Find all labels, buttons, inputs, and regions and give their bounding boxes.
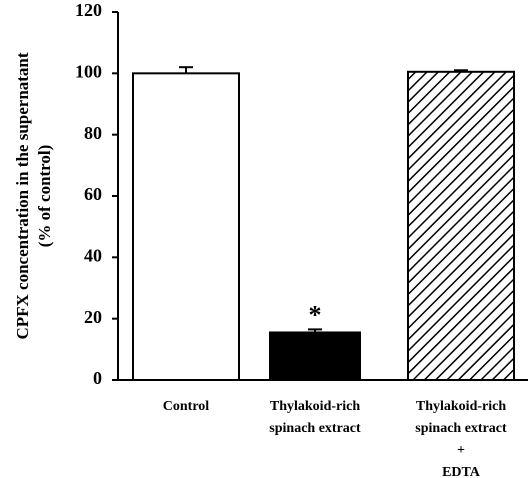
y-axis-label-line: CPFX concentration in the supernatant [13,52,32,339]
y-axis-label: CPFX concentration in the supernatant (% … [13,52,54,339]
bar [269,331,361,382]
y-tick-label: 100 [75,61,102,81]
y-tick-label: 60 [84,184,102,204]
x-tick-label: Control [163,399,210,414]
y-axis-label-line: (% of control) [35,145,54,248]
x-tick-label: Thylakoid-rich [416,399,506,414]
y-tick-label: 80 [84,123,102,143]
significance-label: * [309,300,322,329]
bar [407,70,515,382]
x-tick-label: Thylakoid-rich [270,399,360,414]
y-tick-label: 20 [84,307,102,327]
y-tick-label: 0 [93,368,102,388]
x-tick-label: + [457,443,465,458]
x-tick-label: spinach extract [269,421,361,436]
y-tick-label: 40 [84,245,102,265]
x-tick-label: EDTA [442,465,481,478]
bar [132,72,240,381]
x-tick-label: spinach extract [415,421,507,436]
y-tick-label: 120 [75,0,102,20]
